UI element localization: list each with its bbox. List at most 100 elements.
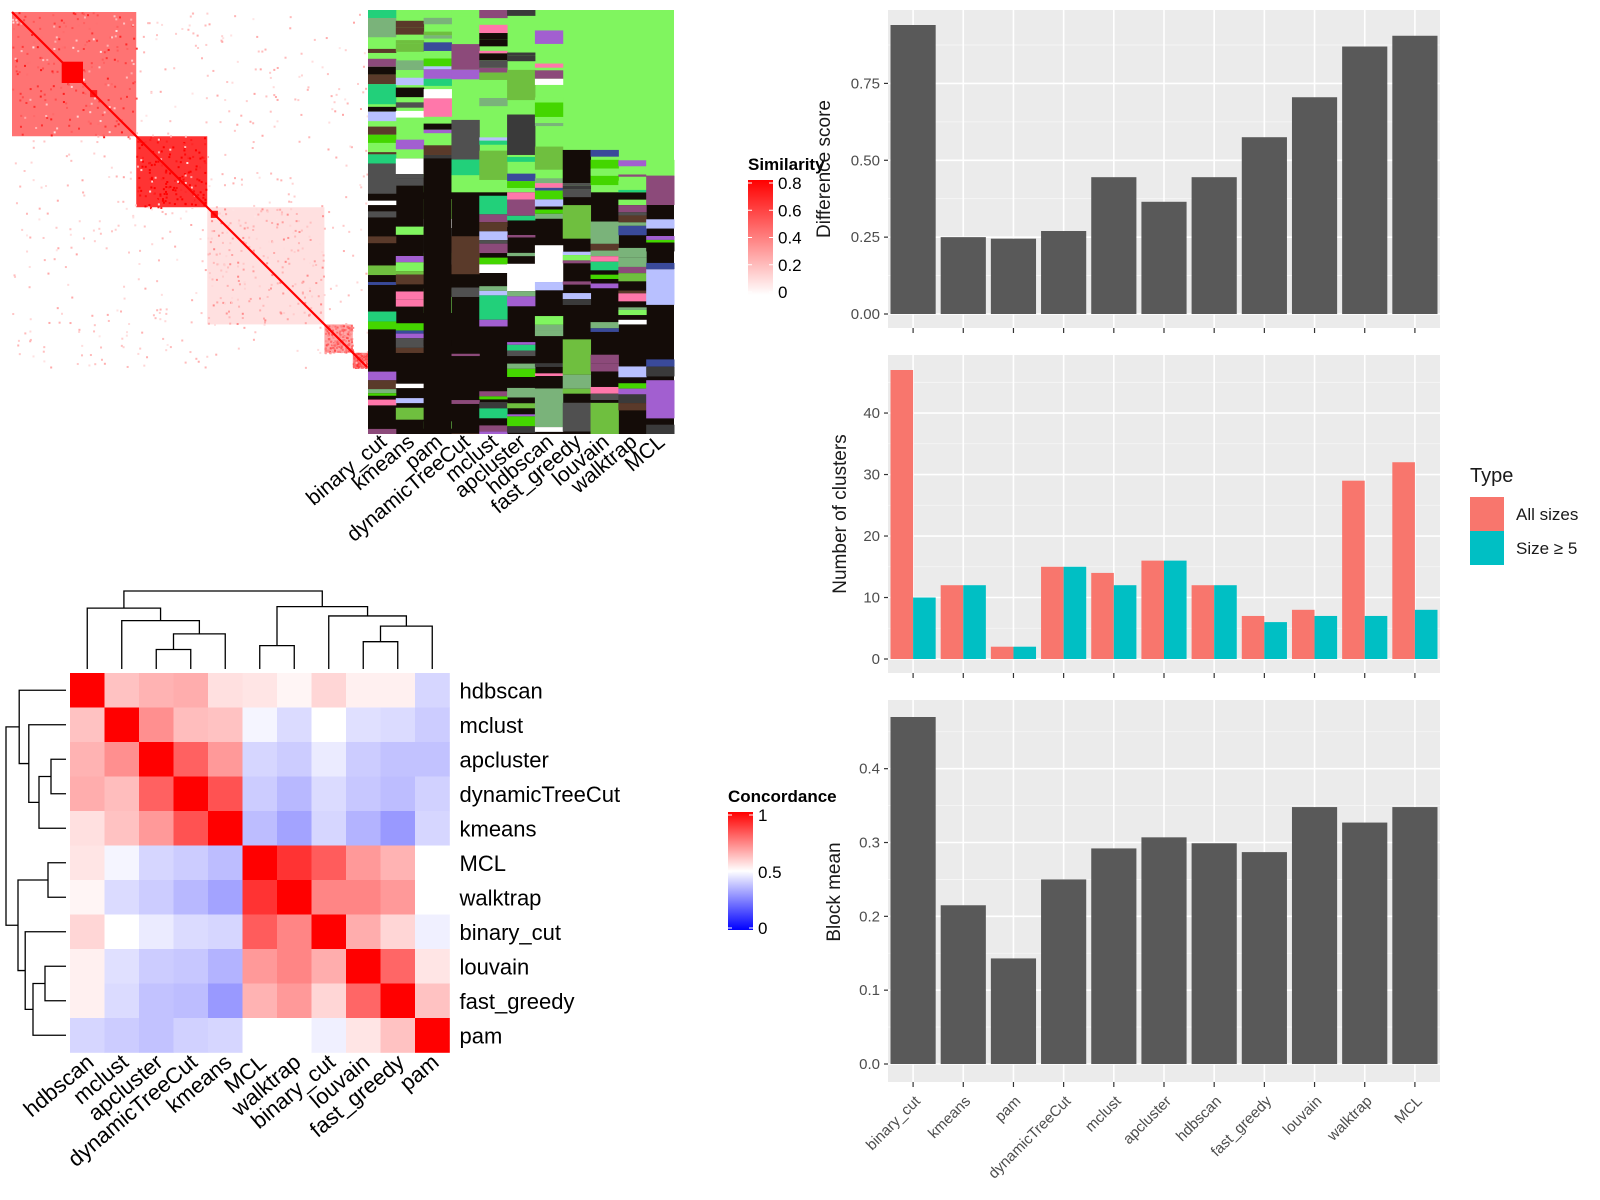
similarity-speck [216,94,219,97]
bar-size-ge5 [1414,609,1438,659]
similarity-speck [141,160,144,163]
similarity-speck [28,61,31,64]
cluster-assignment-cell [423,145,452,155]
similarity-speck [143,51,146,54]
cluster-assignment-cell [562,374,592,389]
similarity-speck [31,33,34,36]
similarity-speck [165,196,168,199]
similarity-speck [335,344,338,347]
similarity-speck [142,35,145,38]
similarity-speck [301,281,304,284]
similarity-speck [147,206,150,209]
similarity-speck [225,312,228,315]
similarity-speck [161,199,164,202]
similarity-speck [130,72,133,75]
similarity-speck [96,14,99,17]
similarity-speck [132,216,135,219]
similarity-speck [338,350,341,353]
similarity-speck [266,295,269,298]
similarity-speck [308,287,311,290]
similarity-speck [88,39,91,42]
cluster-assignment-cell [507,55,536,62]
similarity-speck [102,134,105,137]
similarity-speck [87,46,90,49]
similarity-speck [306,293,309,296]
similarity-speck [106,44,109,47]
similarity-speck [315,282,318,285]
similarity-speck [129,177,132,180]
dendrogram-branch [259,644,295,669]
similarity-speck [267,240,270,243]
similarity-speck [217,234,220,237]
similarity-speck [150,176,153,179]
similarity-speck [181,27,184,30]
similarity-speck [321,66,324,69]
cluster-assignment-cell [534,190,564,200]
similarity-speck [207,253,210,256]
concordance-row-label: hdbscan [460,678,543,703]
cluster-assignment-cell [368,48,397,53]
similarity-speck [91,314,94,317]
cluster-assignment-cell [479,295,508,320]
similarity-speck [336,339,339,342]
similarity-speck [329,287,332,290]
similarity-speck [321,205,324,208]
similarity-speck [249,120,252,123]
similarity-speck [349,329,352,332]
similarity-speck [325,328,328,331]
similarity-speck [327,334,330,337]
similarity-speck [221,215,224,218]
similarity-speck [151,134,154,137]
y-tick-label: 20 [863,528,880,545]
similarity-speck [103,155,106,158]
similarity-speck [126,47,129,50]
similarity-speck [289,304,292,307]
similarity-speck [343,351,346,354]
concordance-cell [346,707,381,743]
similarity-speck [157,138,160,141]
similarity-speck [88,70,91,73]
cluster-assignment-cell [507,252,536,257]
similarity-speck [221,40,224,43]
similarity-speck [88,364,91,367]
cluster-assignment-cell [395,333,425,339]
similarity-speck [141,156,144,159]
similarity-speck [332,336,335,339]
similarity-speck [116,309,119,312]
cluster-assignment-cell [368,211,397,218]
similarity-speck [333,351,336,354]
bar [1041,230,1087,314]
similarity-speck [137,190,140,193]
similarity-speck [50,134,53,137]
similarity-speck [206,12,209,15]
similarity-speck [165,182,168,185]
similarity-speck [53,131,56,134]
similarity-speck [297,99,300,102]
similarity-speck [42,350,45,353]
similarity-speck [304,366,307,369]
similarity-speck [317,320,320,323]
similarity-speck [132,63,135,66]
similarity-speck [358,360,361,363]
similarity-speck [15,70,18,73]
similarity-speck [269,71,272,74]
cluster-assignment-cell [618,293,647,302]
cluster-assignment-cell [368,17,397,38]
similarity-speck [150,92,153,95]
cluster-assignment-heatmap: binary_cutkmeanspamdynamicTreeCutmclusta… [302,10,675,546]
similarity-speck [12,88,15,91]
similarity-speck [150,164,153,167]
similarity-speck [156,141,159,144]
similarity-speck [197,194,200,197]
similarity-speck [78,328,81,331]
similarity-speck [360,289,363,292]
y-tick-label: 0.1 [859,982,880,999]
concordance-cell [104,776,140,812]
cluster-assignment-cell [479,396,508,400]
similarity-speck [161,23,164,26]
similarity-speck [182,180,185,183]
similarity-speck [53,22,56,25]
similarity-speck [327,332,330,335]
concordance-cell [346,742,381,777]
similarity-speck [21,228,24,231]
